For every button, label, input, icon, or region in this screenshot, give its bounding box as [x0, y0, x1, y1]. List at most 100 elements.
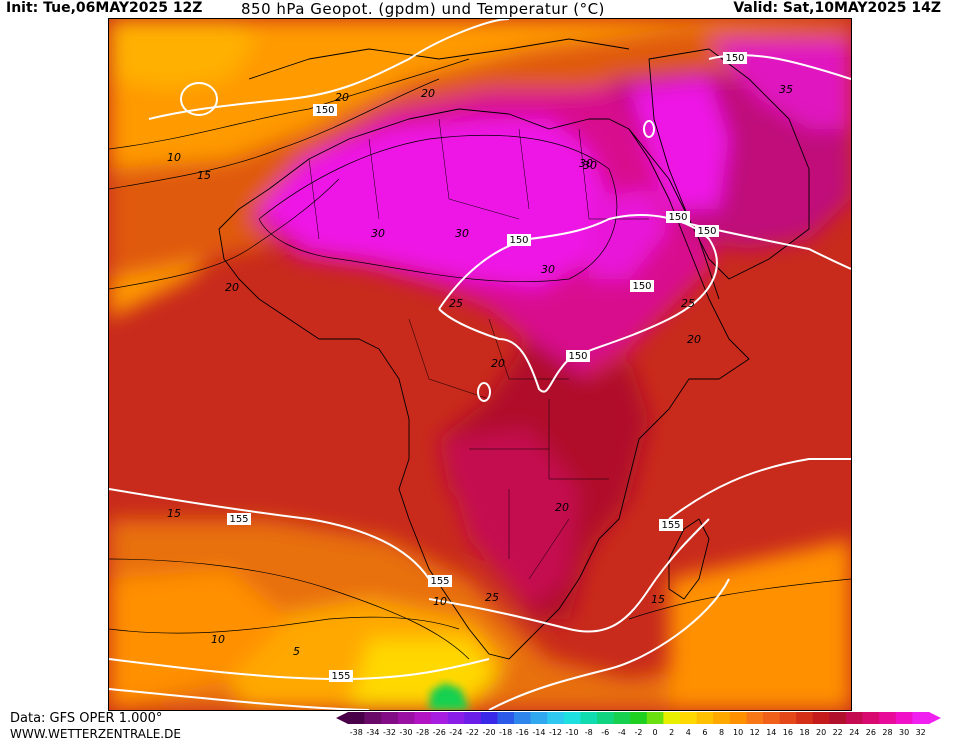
- field-cold-spot: [429, 683, 469, 710]
- legend-tick-label: 22: [833, 728, 843, 737]
- legend-tick-label: 30: [899, 728, 909, 737]
- temp-label-5: 30: [583, 159, 597, 172]
- legend-tick-label: 20: [816, 728, 826, 737]
- temp-label-21: 25: [485, 591, 499, 604]
- geopot-label-2: 150: [723, 52, 747, 64]
- legend-color-box: [514, 712, 531, 724]
- field-libya-core: [589, 189, 669, 279]
- legend-tick-label: -30: [400, 728, 413, 737]
- legend-tick-label: -38: [350, 728, 363, 737]
- geopotential-contours: [109, 19, 851, 710]
- temp-contour-south-10: [109, 616, 460, 634]
- legend-color-box: [630, 712, 648, 724]
- legend-tick-label: 6: [702, 728, 707, 737]
- legend-tick-label: -18: [499, 728, 512, 737]
- field-se-orange: [669, 539, 851, 710]
- geopot-closed-nw: [180, 82, 218, 116]
- svg-text:155: 155: [331, 671, 350, 682]
- field-sahara-core: [259, 119, 609, 289]
- europe-coastline: [248, 38, 630, 80]
- temp-label-11: 25: [449, 297, 463, 310]
- legend-color-box: [895, 712, 913, 724]
- legend-color-box: [414, 712, 432, 724]
- geopot-label-10: 155: [428, 575, 452, 587]
- legend-tick-label: -12: [549, 728, 562, 737]
- legend-color-box: [680, 712, 697, 724]
- legend-color-box: [746, 712, 764, 724]
- chart-title: 850 hPa Geopot. (gpdm) und Temperatur (°…: [241, 0, 605, 18]
- init-time-label: Init: Tue,06MAY2025 12Z: [6, 0, 203, 16]
- geopot-label-9: 155: [659, 519, 683, 531]
- temp-label-19: 10: [211, 633, 225, 646]
- data-source-label: Data: GFS OPER 1.000°: [10, 711, 163, 726]
- arabia-coastline: [648, 48, 810, 280]
- svg-text:150: 150: [509, 235, 528, 246]
- geopot-contour-150-south: [428, 518, 710, 633]
- geopot-label-7: 150: [566, 350, 590, 362]
- legend-tick-label: 16: [783, 728, 793, 737]
- weather-map: 150 150 150 150 150 150 150 155 155 155 …: [108, 18, 852, 711]
- red-sea-coast: [628, 128, 720, 300]
- legend-tick-label: -26: [433, 728, 446, 737]
- legend-tick-label: 8: [719, 728, 724, 737]
- geopot-label-4: 150: [666, 211, 690, 223]
- geopot-contour-155-west: [109, 488, 430, 580]
- temp-label-16: 15: [167, 507, 181, 520]
- svg-text:150: 150: [725, 53, 744, 64]
- legend-color-box: [447, 712, 465, 724]
- africa-coastline: [218, 108, 750, 660]
- legend-color-box: [480, 712, 498, 724]
- legend-color-box: [829, 712, 847, 724]
- temp-label-8: 30: [541, 263, 555, 276]
- geopot-label-3: 150: [507, 234, 531, 246]
- color-scale-legend: -38 -34 -32 -30 -28 -26 -24 -22 -20 -18 -16 -14 -12-…: [336, 712, 941, 737]
- legend-color-box: [729, 712, 747, 724]
- valid-time-label: Valid: Sat,10MAY2025 14Z: [733, 0, 941, 16]
- temperature-labels: 20 20 10 15 30 30 30 30 35 25 25 20 20 2…: [167, 83, 793, 658]
- svg-text:150: 150: [568, 351, 587, 362]
- legend-tick-label: -2: [635, 728, 643, 737]
- geopotential-labels: 150 150 150 150 150 150 150 155 155 155 …: [227, 52, 747, 682]
- legend-color-box: [696, 712, 714, 724]
- svg-text:155: 155: [430, 576, 449, 587]
- legend-color-box: [646, 712, 664, 724]
- legend-color-box: [580, 712, 598, 724]
- legend-tick-label: 26: [866, 728, 876, 737]
- temp-label-7: 30: [455, 227, 469, 240]
- legend-color-box: [530, 712, 548, 724]
- svg-text:150: 150: [315, 105, 334, 116]
- legend-color-box: [381, 712, 399, 724]
- legend-tick-label: -28: [416, 728, 429, 737]
- coastlines: [218, 38, 810, 660]
- legend-tick-label: 32: [916, 728, 926, 737]
- temp-label-15: 20: [555, 501, 569, 514]
- legend-color-box: [613, 712, 631, 724]
- svg-text:150: 150: [697, 226, 716, 237]
- temp-label-2: 20: [421, 87, 435, 100]
- legend-tick-label: 4: [686, 728, 691, 737]
- svg-text:155: 155: [661, 520, 680, 531]
- geopot-label-6: 150: [630, 280, 654, 292]
- legend-color-box: [431, 712, 448, 724]
- legend-tick-label: -6: [601, 728, 609, 737]
- temp-contour-30: [258, 134, 618, 283]
- madagascar-coastline: [668, 518, 710, 600]
- legend-tick-label: 2: [669, 728, 674, 737]
- legend-tick-label: -16: [516, 728, 529, 737]
- temp-label-1: 20: [335, 91, 349, 104]
- legend-color-box: [812, 712, 830, 724]
- legend-color-box: [796, 712, 814, 724]
- geopot-closed-cen: [477, 382, 491, 402]
- legend-tick-label: 18: [799, 728, 809, 737]
- legend-color-box: [912, 712, 930, 724]
- field-north-orange: [109, 19, 851, 319]
- temp-contour-south-15: [109, 558, 470, 660]
- legend-tick-label: 0: [653, 728, 658, 737]
- geopot-contour-160-se: [488, 578, 730, 710]
- temp-label-12: 20: [225, 281, 239, 294]
- legend-tick-label: -8: [585, 728, 593, 737]
- temp-label-20: 5: [293, 645, 300, 658]
- temp-label-17: 15: [651, 593, 665, 606]
- geopot-label-5: 150: [695, 225, 719, 237]
- temp-label-18: 10: [433, 595, 447, 608]
